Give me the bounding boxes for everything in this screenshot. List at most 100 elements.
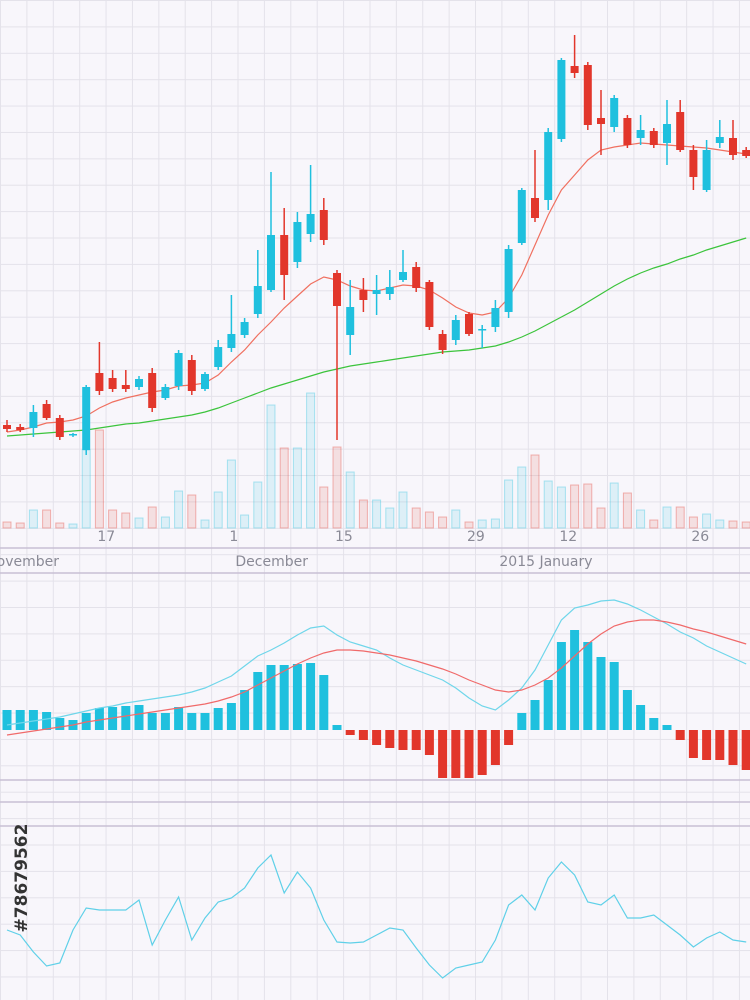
volume-bar (636, 509, 646, 529)
macd-bar (622, 690, 632, 730)
volume-bar (147, 506, 157, 529)
candle-body (29, 412, 38, 428)
candle-body (570, 66, 579, 73)
candle-body (227, 334, 236, 348)
candle-body (253, 286, 262, 314)
volume-bar (134, 517, 144, 529)
macd-bar (306, 663, 316, 730)
macd-bar (688, 730, 698, 758)
macd-bar (372, 730, 382, 745)
macd-bar (451, 730, 461, 778)
macd-bar (253, 672, 263, 730)
volume-bar (543, 480, 553, 529)
macd-bar (477, 730, 487, 775)
candle-body (174, 353, 183, 386)
candle-body (715, 137, 724, 143)
macd-bar (358, 730, 368, 740)
macd-bar (530, 700, 540, 730)
macd-bar (15, 710, 25, 730)
macd-bar (411, 730, 421, 750)
indicator-line (6, 853, 747, 979)
volume-bar (675, 506, 685, 529)
macd-bar (292, 664, 302, 730)
candle-body (121, 385, 130, 389)
volume-bar (28, 509, 38, 529)
month-label: November (0, 554, 59, 570)
candle-body (583, 65, 592, 125)
macd-bar (147, 713, 157, 730)
candle-body (135, 379, 143, 387)
volume-bar (490, 518, 500, 529)
candle-body (451, 320, 460, 340)
macd-bar (662, 725, 672, 730)
macd-bar (556, 642, 566, 730)
macd-bar (121, 706, 131, 730)
candle-body (69, 434, 77, 436)
macd-bar (213, 708, 223, 730)
candle-body (385, 287, 394, 294)
candle-body (187, 360, 196, 391)
stock-id: #78679562 (12, 824, 32, 933)
volume-bar (279, 447, 289, 529)
macd-bar (2, 710, 12, 730)
volume-bar (688, 516, 698, 529)
volume-bar (411, 507, 421, 529)
candle-body (346, 307, 355, 335)
volume-bar (609, 482, 619, 529)
candle-body (729, 138, 737, 155)
volume-bar (702, 513, 712, 529)
candle-body (663, 124, 671, 143)
volume-bar (2, 521, 12, 529)
candle-body (399, 272, 407, 280)
volume-bar (226, 459, 236, 529)
macd-bar (42, 712, 52, 730)
candle-body (412, 267, 421, 288)
macd-bar (504, 730, 514, 745)
candle-body (597, 118, 605, 124)
volume-bar (42, 509, 52, 529)
macd-bar (490, 730, 500, 765)
volume-bar (517, 466, 527, 529)
volume-bar (345, 471, 355, 529)
candle-body (201, 374, 209, 389)
x-tick-label: 26 (691, 529, 709, 545)
candle-body (531, 198, 539, 218)
candle-body (636, 130, 645, 138)
indicator-line (6, 599, 747, 726)
candle-body (333, 273, 341, 306)
candle-body (372, 290, 381, 294)
volume-bar (68, 523, 78, 529)
macd-bar (174, 707, 184, 730)
candle-body (148, 373, 157, 408)
macd-bar (609, 662, 619, 730)
macd-bar (702, 730, 712, 760)
macd-bar (570, 630, 580, 730)
macd-bar (319, 675, 329, 730)
macd-bar (741, 730, 750, 770)
volume-bar (94, 429, 104, 529)
candle-body (161, 387, 170, 398)
macd-bar (94, 708, 104, 730)
volume-bar (81, 449, 91, 529)
x-tick-label: 15 (335, 529, 353, 545)
macd-bar (134, 705, 144, 730)
volume-bar (174, 490, 184, 529)
macd-bar (543, 680, 553, 730)
candle-body (95, 373, 104, 391)
macd-bar (385, 730, 395, 748)
volume-bar (728, 520, 738, 529)
volume-bar (200, 519, 210, 529)
candle-body (16, 427, 25, 430)
candle-body (214, 347, 223, 367)
volume-bar (570, 484, 580, 529)
candle-body (742, 150, 750, 156)
candle-body (293, 222, 302, 262)
macd-bar (200, 713, 210, 730)
volume-bar (741, 521, 750, 529)
candle-body (689, 150, 698, 177)
volume-bar (556, 486, 566, 529)
volume-bar (240, 514, 250, 529)
candle-body (280, 235, 289, 275)
candle-body (425, 282, 434, 327)
